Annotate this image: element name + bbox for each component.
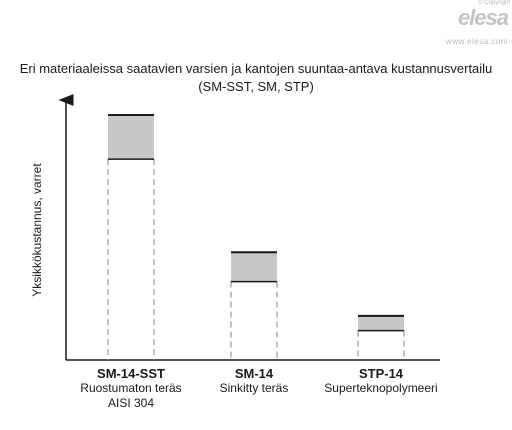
- copyright-notice: © Copyright: [478, 0, 510, 6]
- x-tick-code: SM-14: [234, 366, 274, 381]
- x-tick-material: Superteknopolymeeri: [324, 381, 438, 395]
- x-tick-material-extra: AISI 304: [107, 396, 155, 410]
- brand-logo: elesa: [457, 5, 509, 30]
- axes: [58, 94, 440, 361]
- x-tick-label-stp-14: STP-14 Superteknopolymeeri: [301, 366, 461, 396]
- x-tick-code: SM-14-SST: [97, 366, 165, 381]
- bars: [107, 114, 405, 360]
- bar-sm-14-sst-range: [108, 115, 154, 160]
- chart-title: Eri materiaaleissa saatavien varsien ja …: [19, 61, 493, 76]
- brand-website: www.elesa.com: [445, 37, 508, 46]
- x-tick-label-sm-14-sst: SM-14-SST Ruostumaton teräs AISI 304: [51, 366, 211, 411]
- x-tick-label-sm-14: SM-14 Sinkitty teräs: [174, 366, 334, 396]
- x-tick-code: STP-14: [358, 366, 404, 381]
- chart-subtitle: (SM-SST, SM, STP): [198, 79, 314, 94]
- x-tick-material: Ruostumaton teräs: [80, 381, 182, 395]
- bar-stp-14-range: [358, 315, 404, 331]
- x-tick-material: Sinkitty teräs: [219, 381, 289, 395]
- bar-sm-14-range: [231, 252, 277, 282]
